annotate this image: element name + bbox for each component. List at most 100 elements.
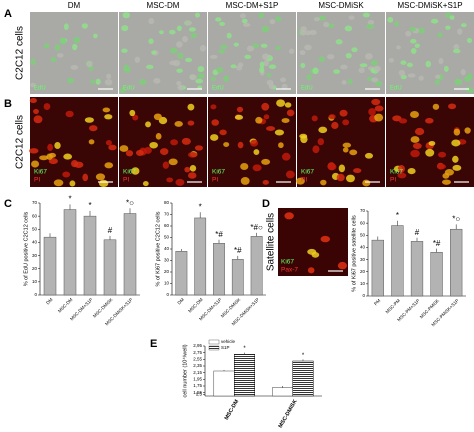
legend-swatch	[208, 339, 220, 345]
stain-label: Ki67	[123, 169, 136, 176]
nucleus	[70, 64, 79, 70]
nucleus	[359, 63, 368, 68]
nucleus	[102, 107, 111, 113]
stain-label: EdU	[123, 86, 135, 92]
nucleus	[132, 114, 139, 121]
nucleus	[425, 148, 435, 157]
nucleus	[460, 69, 466, 76]
y-tick-label: 0	[166, 292, 169, 297]
y-tick-label: 10	[164, 281, 170, 286]
nucleus	[105, 139, 112, 146]
nucleus	[104, 114, 113, 120]
y-tick-label: 60	[32, 213, 38, 218]
annotation: #	[108, 226, 113, 235]
nucleus	[311, 252, 320, 258]
nucleus	[82, 173, 89, 182]
bar	[123, 213, 137, 296]
nucleus	[106, 73, 112, 80]
nucleus	[410, 136, 420, 143]
annotation: *	[243, 346, 246, 352]
y-tick-label: 70	[360, 208, 366, 213]
nucleus	[281, 83, 288, 90]
micrograph	[30, 97, 118, 187]
y-tick-label: 20	[164, 269, 170, 274]
y-tick-label: 50	[164, 235, 170, 240]
nucleus	[233, 42, 239, 47]
stain-label: Ki67	[301, 169, 314, 176]
y-tick-label: 1,75	[193, 383, 202, 388]
nucleus	[177, 84, 184, 91]
nucleus	[95, 78, 101, 85]
nucleus	[211, 119, 220, 126]
nucleus	[237, 62, 244, 68]
nucleus	[108, 144, 117, 151]
y-tick-label: 30	[360, 257, 366, 262]
nucleus	[181, 137, 191, 145]
nucleus	[197, 66, 205, 73]
nucleus	[345, 52, 352, 59]
y-tick-label: 70	[32, 200, 38, 205]
nucleus	[239, 13, 246, 19]
nucleus	[304, 44, 312, 51]
bar	[213, 370, 235, 397]
nucleus	[397, 165, 405, 173]
nucleus	[65, 110, 74, 118]
annotation: #	[415, 228, 420, 237]
nucleus	[189, 165, 197, 172]
nucleus	[312, 67, 319, 75]
nucleus	[284, 102, 292, 108]
nucleus	[453, 128, 461, 136]
nucleus	[299, 50, 306, 56]
nucleus	[342, 147, 349, 153]
nucleus	[437, 163, 446, 170]
row-label: Satellite cells	[266, 213, 277, 271]
column-header: MSC-DMiSK	[318, 1, 364, 10]
nucleus	[119, 145, 129, 152]
nucleus	[387, 16, 394, 23]
nucleus	[30, 58, 36, 65]
nucleus	[312, 145, 320, 154]
annotation: *	[199, 202, 202, 211]
bar	[410, 241, 424, 297]
nucleus	[258, 12, 264, 19]
nucleus	[129, 109, 136, 117]
nucleus	[338, 164, 346, 173]
nucleus	[59, 37, 67, 45]
nucleus	[169, 47, 178, 54]
nucleus	[452, 48, 461, 54]
nucleus	[268, 64, 277, 69]
nucleus	[47, 143, 54, 152]
y-tick-label: 10	[360, 281, 366, 286]
y-tick-label: 40	[164, 246, 170, 251]
nucleus	[134, 56, 141, 63]
stain-label: PI	[390, 177, 396, 184]
nucleus	[187, 120, 195, 126]
nucleus	[299, 29, 307, 36]
nucleus	[246, 45, 255, 52]
annotation: *	[302, 353, 305, 359]
nucleus	[259, 66, 265, 74]
nucleus	[174, 121, 183, 127]
nucleus	[353, 168, 362, 174]
y-tick-label: 80	[164, 200, 170, 205]
x-tick-label: PM	[373, 298, 381, 306]
nucleus	[31, 160, 40, 168]
nucleus	[240, 176, 250, 185]
nucleus	[210, 76, 216, 82]
nucleus	[400, 60, 407, 65]
nucleus	[262, 179, 269, 185]
nucleus	[50, 57, 57, 63]
nucleus	[194, 145, 203, 151]
annotation: *	[68, 194, 71, 203]
nucleus	[457, 28, 463, 35]
nucleus	[396, 45, 401, 50]
nucleus	[177, 52, 184, 59]
nucleus	[364, 152, 374, 159]
nucleus	[95, 173, 106, 181]
nucleus	[365, 53, 373, 60]
nucleus	[54, 44, 61, 51]
nucleus	[226, 32, 232, 39]
nucleus	[370, 59, 378, 66]
nucleus	[449, 15, 455, 20]
nucleus	[162, 161, 170, 169]
